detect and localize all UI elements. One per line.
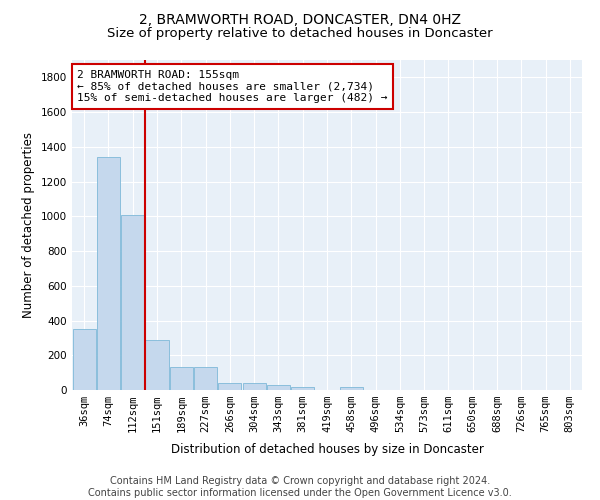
Y-axis label: Number of detached properties: Number of detached properties bbox=[22, 132, 35, 318]
Text: 2 BRAMWORTH ROAD: 155sqm
← 85% of detached houses are smaller (2,734)
15% of sem: 2 BRAMWORTH ROAD: 155sqm ← 85% of detach… bbox=[77, 70, 388, 103]
Text: Contains HM Land Registry data © Crown copyright and database right 2024.
Contai: Contains HM Land Registry data © Crown c… bbox=[88, 476, 512, 498]
Bar bbox=[145, 340, 169, 390]
Bar bbox=[97, 158, 120, 390]
Bar bbox=[340, 386, 363, 390]
Bar bbox=[267, 385, 290, 390]
Text: 2, BRAMWORTH ROAD, DONCASTER, DN4 0HZ: 2, BRAMWORTH ROAD, DONCASTER, DN4 0HZ bbox=[139, 12, 461, 26]
Bar bbox=[170, 368, 193, 390]
Bar bbox=[73, 329, 95, 390]
X-axis label: Distribution of detached houses by size in Doncaster: Distribution of detached houses by size … bbox=[170, 444, 484, 456]
Bar bbox=[218, 383, 241, 390]
Bar bbox=[194, 368, 217, 390]
Bar bbox=[121, 214, 144, 390]
Bar bbox=[291, 386, 314, 390]
Text: Size of property relative to detached houses in Doncaster: Size of property relative to detached ho… bbox=[107, 28, 493, 40]
Bar bbox=[242, 383, 266, 390]
